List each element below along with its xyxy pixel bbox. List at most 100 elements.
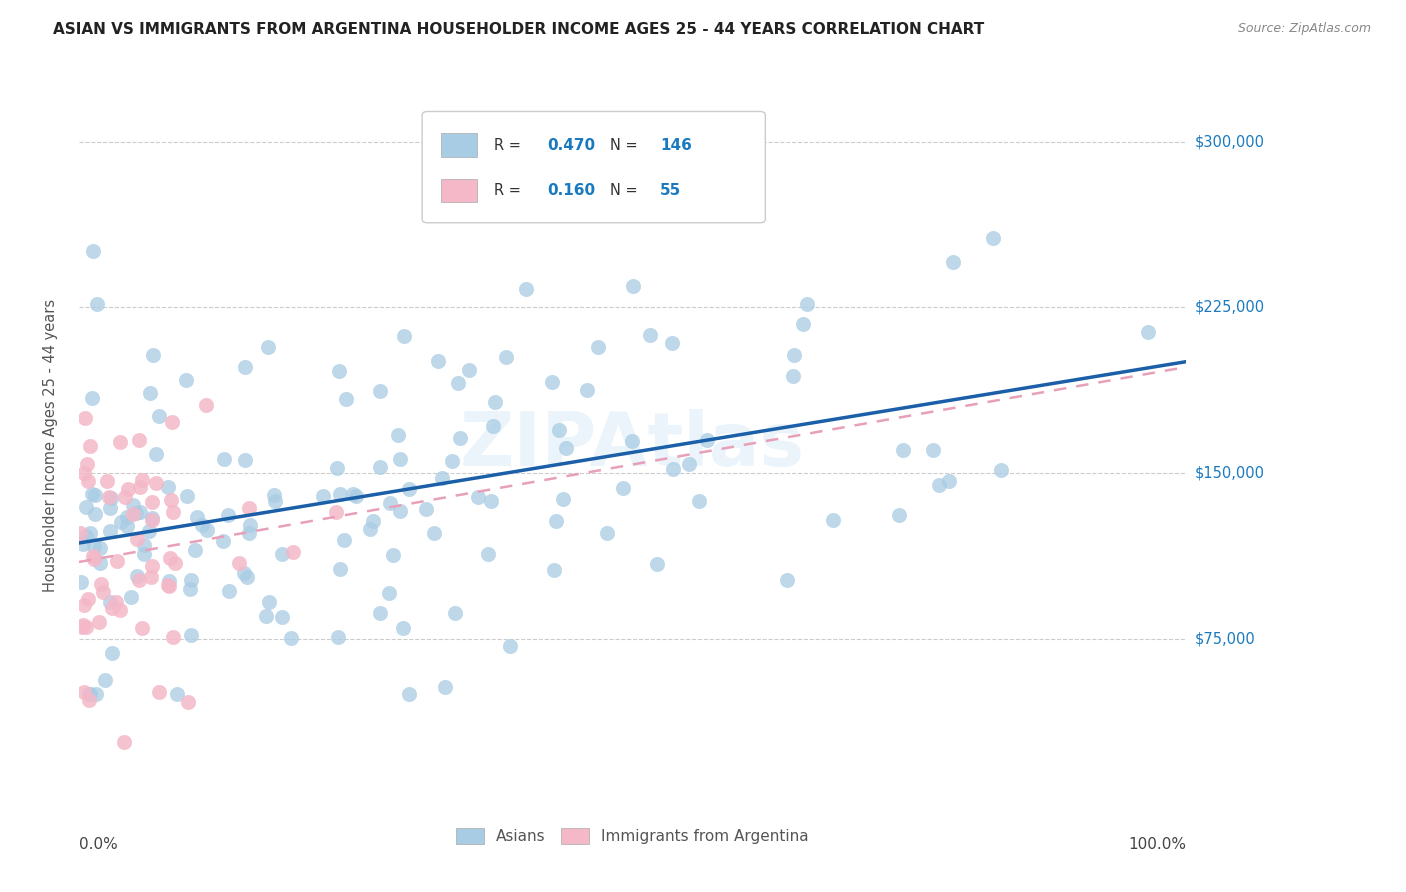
Point (484, 394, 506, 409)
Point (91, 584, 114, 599)
Point (110, 515, 132, 529)
Point (661, 335, 683, 350)
Point (162, 630, 184, 644)
Point (281, 545, 304, 559)
Point (122, 507, 145, 521)
Point (184, 543, 207, 558)
Point (72, 537, 94, 551)
Text: N =: N = (610, 183, 643, 198)
Point (921, 443, 943, 458)
Point (270, 547, 292, 561)
Point (186, 510, 208, 524)
Point (75, 411, 97, 425)
Point (120, 590, 142, 604)
Point (796, 297, 818, 311)
Point (551, 492, 574, 507)
Point (1136, 326, 1159, 340)
Point (87, 615, 110, 629)
Text: N =: N = (610, 137, 643, 153)
Point (79, 687, 101, 701)
Point (329, 562, 352, 576)
Point (792, 317, 814, 331)
Point (134, 538, 156, 552)
Point (70, 620, 93, 634)
Point (100, 491, 122, 506)
Text: $150,000: $150,000 (1194, 466, 1264, 481)
Point (117, 518, 139, 533)
Point (125, 532, 148, 546)
Text: ASIAN VS IMMIGRANTS FROM ARGENTINA HOUSEHOLDER INCOME AGES 25 - 44 YEARS CORRELA: ASIAN VS IMMIGRANTS FROM ARGENTINA HOUSE… (53, 22, 984, 37)
Point (139, 570, 162, 584)
Point (131, 621, 153, 635)
Point (782, 369, 804, 384)
Point (388, 504, 411, 518)
Point (80, 486, 103, 500)
Point (232, 566, 254, 581)
Point (117, 483, 139, 497)
FancyBboxPatch shape (422, 112, 765, 223)
Point (368, 606, 391, 620)
Point (142, 348, 165, 362)
Point (233, 360, 256, 375)
Point (543, 563, 565, 577)
Point (238, 501, 260, 516)
Point (696, 433, 718, 447)
Point (312, 489, 335, 503)
Point (575, 383, 598, 397)
Point (86, 297, 108, 311)
Point (387, 428, 409, 442)
Point (96, 474, 118, 488)
Point (259, 595, 281, 609)
Point (555, 441, 578, 455)
Point (159, 551, 181, 566)
Point (662, 461, 685, 475)
Point (329, 487, 352, 501)
Point (398, 482, 420, 496)
Point (145, 475, 167, 490)
Point (257, 340, 280, 354)
Point (392, 621, 415, 635)
Point (688, 493, 710, 508)
Point (928, 477, 950, 491)
Point (586, 340, 609, 354)
Point (333, 533, 356, 547)
Point (238, 526, 260, 541)
Point (990, 463, 1012, 477)
Point (83, 507, 105, 521)
Point (381, 549, 404, 563)
Point (82, 549, 104, 564)
Point (84, 687, 107, 701)
Point (177, 695, 200, 709)
Point (217, 508, 239, 522)
Point (479, 494, 502, 508)
Point (163, 557, 186, 571)
Point (212, 452, 235, 467)
Point (887, 508, 910, 522)
Point (623, 278, 645, 293)
Point (236, 570, 259, 584)
Point (69, 526, 91, 541)
Point (115, 509, 138, 524)
Point (548, 423, 571, 437)
Point (131, 473, 153, 487)
Point (645, 557, 668, 571)
Point (191, 517, 214, 532)
Point (70, 574, 93, 589)
Point (263, 488, 285, 502)
Point (328, 363, 350, 377)
Point (368, 460, 391, 475)
Point (76, 474, 98, 488)
Point (891, 442, 914, 457)
Point (515, 281, 537, 295)
Point (380, 496, 402, 510)
Point (344, 489, 367, 503)
Point (388, 452, 411, 467)
Point (270, 610, 292, 624)
Y-axis label: Householder Income Ages 25 - 44 years: Householder Income Ages 25 - 44 years (44, 299, 58, 592)
Point (83, 552, 105, 566)
FancyBboxPatch shape (441, 134, 478, 157)
Point (467, 490, 489, 504)
Point (156, 479, 179, 493)
Point (782, 348, 804, 362)
Point (368, 384, 391, 398)
